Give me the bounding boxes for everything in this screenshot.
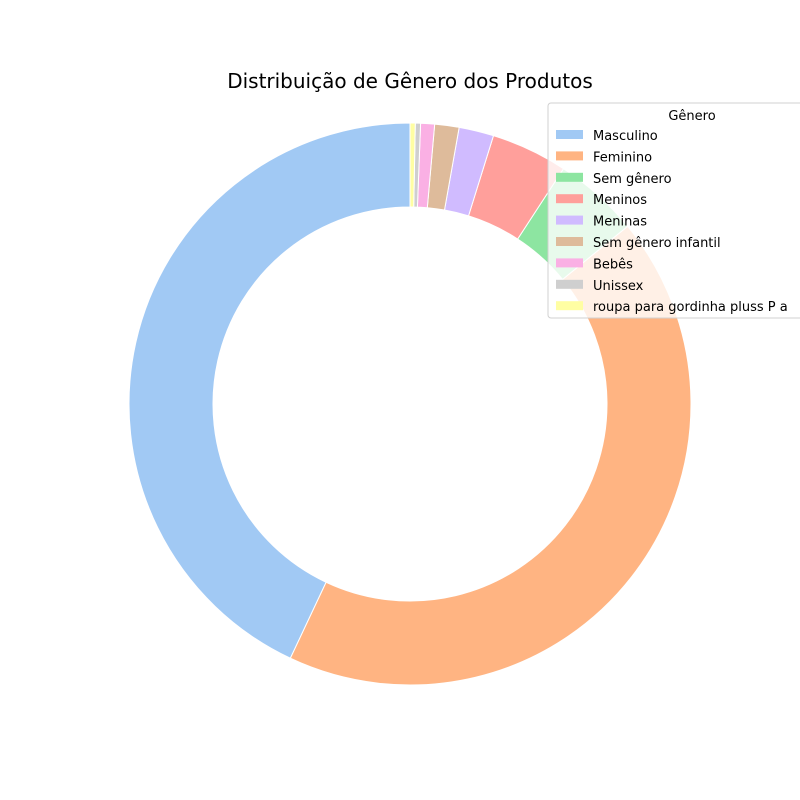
legend-swatch-8 bbox=[556, 301, 583, 311]
legend-label-8: roupa para gordinha pluss P a bbox=[593, 300, 788, 315]
legend-title: Gênero bbox=[668, 109, 715, 124]
legend-swatch-5 bbox=[556, 237, 583, 246]
legend-swatch-3 bbox=[556, 194, 583, 204]
legend-swatch-0 bbox=[556, 130, 583, 139]
slice-8 bbox=[409, 122, 416, 208]
legend-label-1: Feminino bbox=[593, 150, 652, 165]
legend-label-6: Bebês bbox=[593, 257, 633, 272]
legend-label-5: Sem gênero infantil bbox=[593, 236, 721, 251]
legend-swatch-2 bbox=[556, 172, 583, 182]
chart-title: Distribuição de Gênero dos Produtos bbox=[227, 69, 593, 93]
legend-label-3: Meninos bbox=[593, 193, 647, 208]
legend-label-7: Unissex bbox=[593, 279, 644, 294]
legend-label-0: Masculino bbox=[593, 129, 658, 144]
legend-swatch-7 bbox=[556, 279, 583, 289]
legend-label-2: Sem gênero bbox=[593, 172, 672, 187]
legend-frame bbox=[547, 102, 800, 319]
legend-swatch-1 bbox=[556, 151, 583, 161]
legend-items: Masculino Feminino Sem gênero Meninos Menina… bbox=[556, 129, 788, 315]
legend-swatch-4 bbox=[556, 215, 583, 225]
legend-label-4: Meninas bbox=[593, 215, 647, 230]
legend-swatch-6 bbox=[556, 258, 583, 268]
slice-0 bbox=[128, 122, 411, 659]
legend: Gênero Masculino Feminino Sem gênero Menino… bbox=[547, 102, 800, 319]
